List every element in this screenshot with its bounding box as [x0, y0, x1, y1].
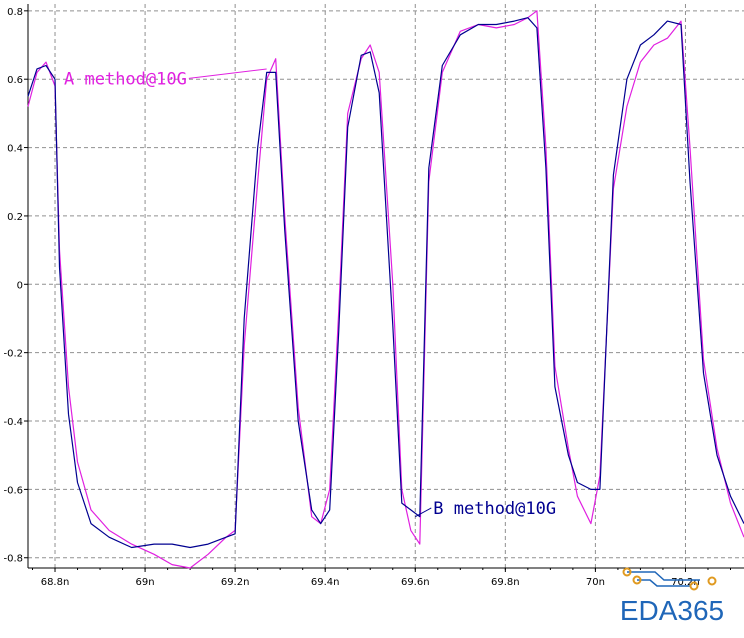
- y-tick-label: -0.4: [3, 417, 23, 428]
- logo-dot: [622, 567, 632, 577]
- y-tick-label: -0.2: [3, 349, 23, 360]
- watermark-text: EDA365: [620, 595, 724, 626]
- y-tick-label: 0.2: [7, 212, 23, 223]
- y-tick-label: 0.8: [7, 7, 23, 18]
- x-tick-label: 70n: [586, 577, 605, 588]
- logo-dot: [632, 575, 642, 585]
- x-tick-label: 68.8n: [41, 577, 70, 588]
- y-tick-label: 0: [17, 280, 23, 291]
- x-tick-label: 69.6n: [401, 577, 430, 588]
- series-line-2: [27, 17, 744, 549]
- y-tick-label: -0.8: [3, 554, 23, 565]
- annotation-leader-1: [188, 68, 267, 79]
- y-tick-label: 0.4: [7, 144, 23, 155]
- logo-dot: [707, 576, 717, 586]
- annotations: A method@10G B method@10G: [64, 68, 556, 519]
- annotation-label-1: A method@10G: [64, 69, 187, 89]
- x-tick-label: 69.4n: [311, 577, 340, 588]
- x-tick-label: 69.8n: [491, 577, 520, 588]
- grid: [28, 4, 744, 568]
- annotation-label-2: B method@10G: [433, 499, 556, 519]
- watermark-logo: EDA365: [620, 567, 724, 626]
- x-tick-label: 70.2n: [671, 577, 700, 588]
- series-line-1: [27, 10, 744, 569]
- logo-trace: [627, 571, 700, 587]
- logo-dot: [689, 581, 699, 591]
- x-tick-label: 69n: [136, 577, 155, 588]
- y-tick-label: -0.6: [3, 485, 23, 496]
- series-group: [27, 10, 744, 569]
- x-tick-label: 69.2n: [221, 577, 250, 588]
- annotation-leader-2: [415, 507, 432, 518]
- axes: 0.8 0.6 0.4 0.2 0 -0.2 -0.4 -0.6 -0.8 68.8n 69n 69.…: [3, 4, 744, 588]
- y-tick-label: 0.6: [7, 75, 23, 86]
